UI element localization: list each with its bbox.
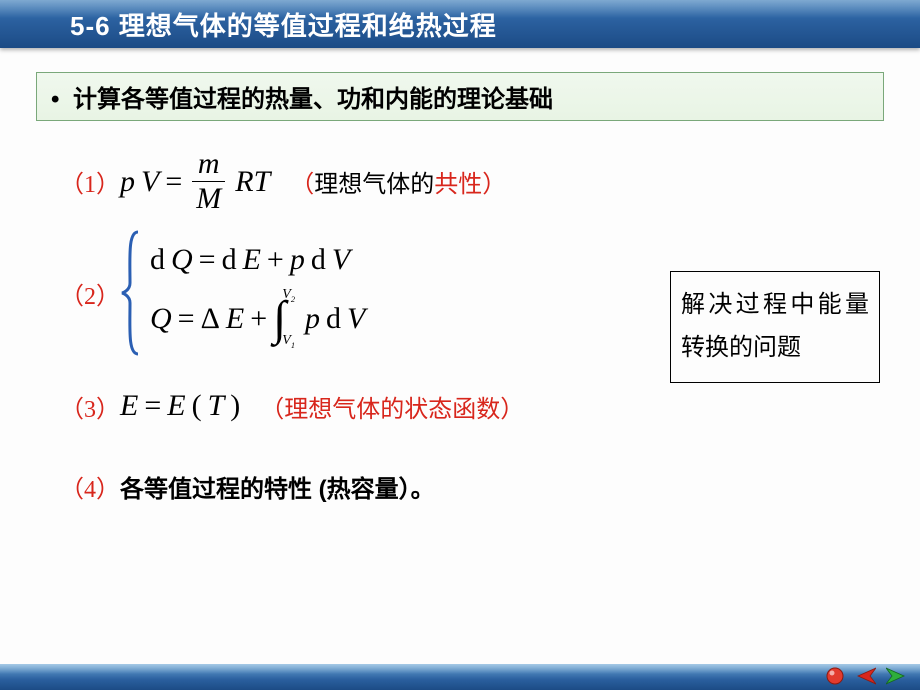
E2b: E xyxy=(226,302,244,336)
item-4-number: （4） xyxy=(40,469,120,504)
plus2a: + xyxy=(267,243,284,277)
delta: Δ xyxy=(201,302,220,336)
E1: E xyxy=(243,243,261,277)
ann-body3: 理想气体的状态函数 xyxy=(284,397,500,423)
sub-header: •计算各等值过程的热量、功和内能的理论基础 xyxy=(36,72,884,121)
left-brace-icon xyxy=(120,228,142,358)
brace-group: dQ = dE + pdV Q = ΔE + ∫ V2 V1 xyxy=(120,228,365,358)
sub-header-text: 计算各等值过程的热量、功和内能的理论基础 xyxy=(73,86,553,113)
eq3: = xyxy=(144,389,161,423)
E3b: E xyxy=(167,389,185,423)
nav-prev-icon[interactable] xyxy=(854,666,876,686)
plus2b: + xyxy=(250,302,267,336)
eq-sign: = xyxy=(165,165,182,199)
paren-open: （ xyxy=(290,172,314,198)
ann-red: 共性 xyxy=(434,172,482,198)
paren-open3: （ xyxy=(260,397,284,423)
paren-close: ） xyxy=(482,172,506,198)
nav-controls xyxy=(826,666,908,686)
content-area: （1） pV = m M RT （理想气体的共性） （2） dQ = xyxy=(0,121,920,516)
item-1-annotation: （理想气体的共性） xyxy=(290,164,506,199)
d1: d xyxy=(150,243,165,277)
sym-RT: RT xyxy=(235,165,270,199)
d4: d xyxy=(326,302,341,336)
equation-stack: dQ = dE + pdV Q = ΔE + ∫ V2 V1 xyxy=(150,243,365,343)
Q2b: Q xyxy=(150,302,172,336)
V2b: V xyxy=(347,302,365,336)
item-3: （3） E = E(T) （理想气体的状态函数） xyxy=(40,376,880,436)
page-title: 5-6 理想气体的等值过程和绝热过程 xyxy=(70,6,497,43)
nav-next-icon[interactable] xyxy=(886,666,908,686)
p2a: p xyxy=(290,243,305,277)
footer-bar xyxy=(0,664,920,690)
item-2-number: （2） xyxy=(40,276,120,311)
fraction: m M xyxy=(192,149,225,214)
E3a: E xyxy=(120,389,138,423)
eq2b: = xyxy=(178,302,195,336)
header-bar: 5-6 理想气体的等值过程和绝热过程 xyxy=(0,0,920,48)
d3: d xyxy=(311,243,326,277)
item-4-text: 各等值过程的特性 (热容量）。 xyxy=(120,469,435,504)
sym-p: p xyxy=(120,165,135,199)
integral: ∫ V2 V1 xyxy=(273,295,299,343)
ann-pre: 理想气体的 xyxy=(314,172,434,198)
close3: ) xyxy=(230,389,240,423)
item-2-formula-a: dQ = dE + pdV xyxy=(150,243,365,277)
item-3-number: （3） xyxy=(40,389,120,424)
bullet-icon: • xyxy=(51,86,73,114)
p2b: p xyxy=(305,302,320,336)
open3: ( xyxy=(192,389,202,423)
V2a: V xyxy=(332,243,350,277)
item-1: （1） pV = m M RT （理想气体的共性） xyxy=(40,149,880,214)
T3: T xyxy=(208,389,225,423)
item-1-number: （1） xyxy=(40,164,120,199)
paren-close3: ） xyxy=(500,397,524,423)
item-1-formula: pV = m M RT xyxy=(120,149,270,214)
sym-V: V xyxy=(141,165,159,199)
d2: d xyxy=(222,243,237,277)
item-3-formula: E = E(T) xyxy=(120,389,240,423)
nav-home-icon[interactable] xyxy=(826,667,844,685)
int-lower: V1 xyxy=(282,333,295,351)
eq2a: = xyxy=(199,243,216,277)
note-box: 解决过程中能量转换的问题 xyxy=(670,271,880,383)
item-2-formula-b: Q = ΔE + ∫ V2 V1 pdV xyxy=(150,295,365,343)
item-4: （4） 各等值过程的特性 (热容量）。 xyxy=(40,456,880,516)
frac-bot: M xyxy=(192,181,225,214)
item-3-annotation: （理想气体的状态函数） xyxy=(260,389,524,424)
Q1: Q xyxy=(171,243,193,277)
frac-top: m xyxy=(194,149,224,181)
int-upper: V2 xyxy=(282,287,295,305)
